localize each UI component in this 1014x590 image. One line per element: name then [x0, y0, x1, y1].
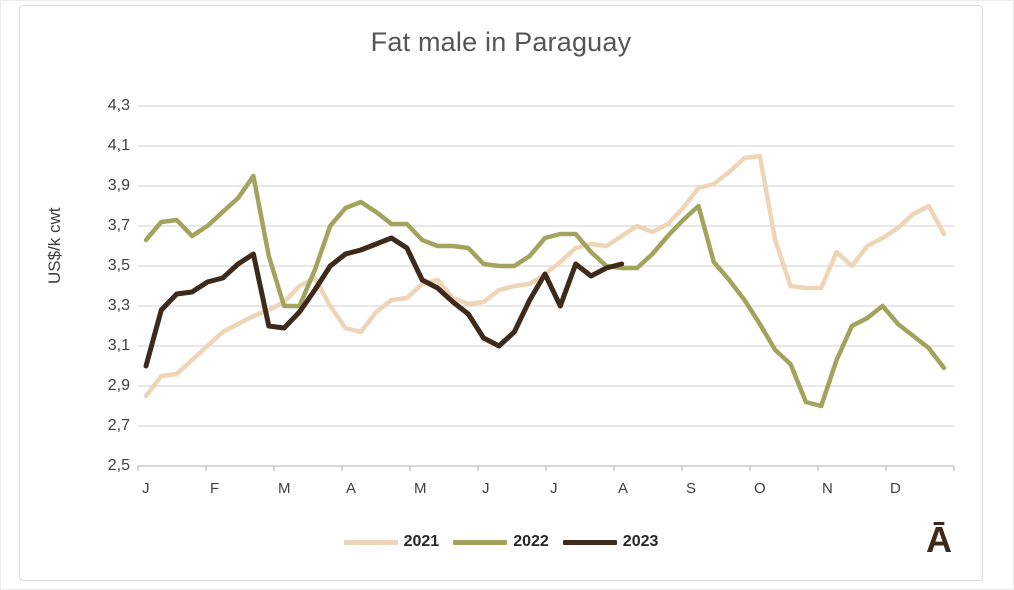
y-tick-label: 3,1 — [107, 337, 130, 354]
legend-label-2023: 2023 — [622, 533, 659, 550]
legend-label-2022: 2022 — [513, 533, 549, 550]
y-tick-label: 3,5 — [107, 257, 130, 274]
y-tick-label: 4,1 — [107, 137, 130, 154]
legend: 2021 2022 2023 — [1, 533, 1001, 551]
y-tick-label: 3,7 — [107, 217, 130, 234]
legend-item-2023: 2023 — [562, 533, 659, 551]
legend-label-2021: 2021 — [403, 533, 440, 550]
x-tick-label: O — [754, 480, 766, 497]
y-tick-label: 2,9 — [107, 377, 130, 394]
legend-swatch-2023 — [562, 539, 617, 545]
x-tick-label: A — [618, 480, 629, 497]
series-line-2023 — [143, 235, 625, 369]
x-tick-label: D — [890, 480, 901, 497]
y-tick-label: 2,7 — [107, 417, 130, 434]
y-tick-label: 2,5 — [107, 457, 130, 474]
x-tick-label: J — [550, 480, 558, 497]
x-tick-label: N — [822, 480, 833, 497]
x-tick-label: J — [482, 480, 490, 497]
x-tick-label: A — [346, 480, 357, 497]
legend-item-2021: 2021 — [343, 533, 440, 551]
x-tick-label: F — [210, 480, 220, 497]
brand-logo: Ā — [926, 519, 952, 560]
x-tick-label: M — [414, 480, 427, 497]
legend-swatch-2022 — [453, 539, 508, 545]
legend-item-2022: 2022 — [453, 533, 549, 551]
y-tick-label: 3,3 — [107, 297, 130, 314]
x-tick-label: J — [142, 480, 150, 497]
chart-title: Fat male in Paraguay — [370, 27, 632, 57]
x-tick-label: S — [686, 480, 697, 497]
series-line-2022 — [143, 173, 947, 409]
legend-swatch-2021 — [343, 539, 398, 545]
y-tick-label: 3,9 — [107, 177, 130, 194]
x-tick-label: M — [278, 480, 291, 497]
y-tick-label: 4,3 — [107, 97, 130, 114]
